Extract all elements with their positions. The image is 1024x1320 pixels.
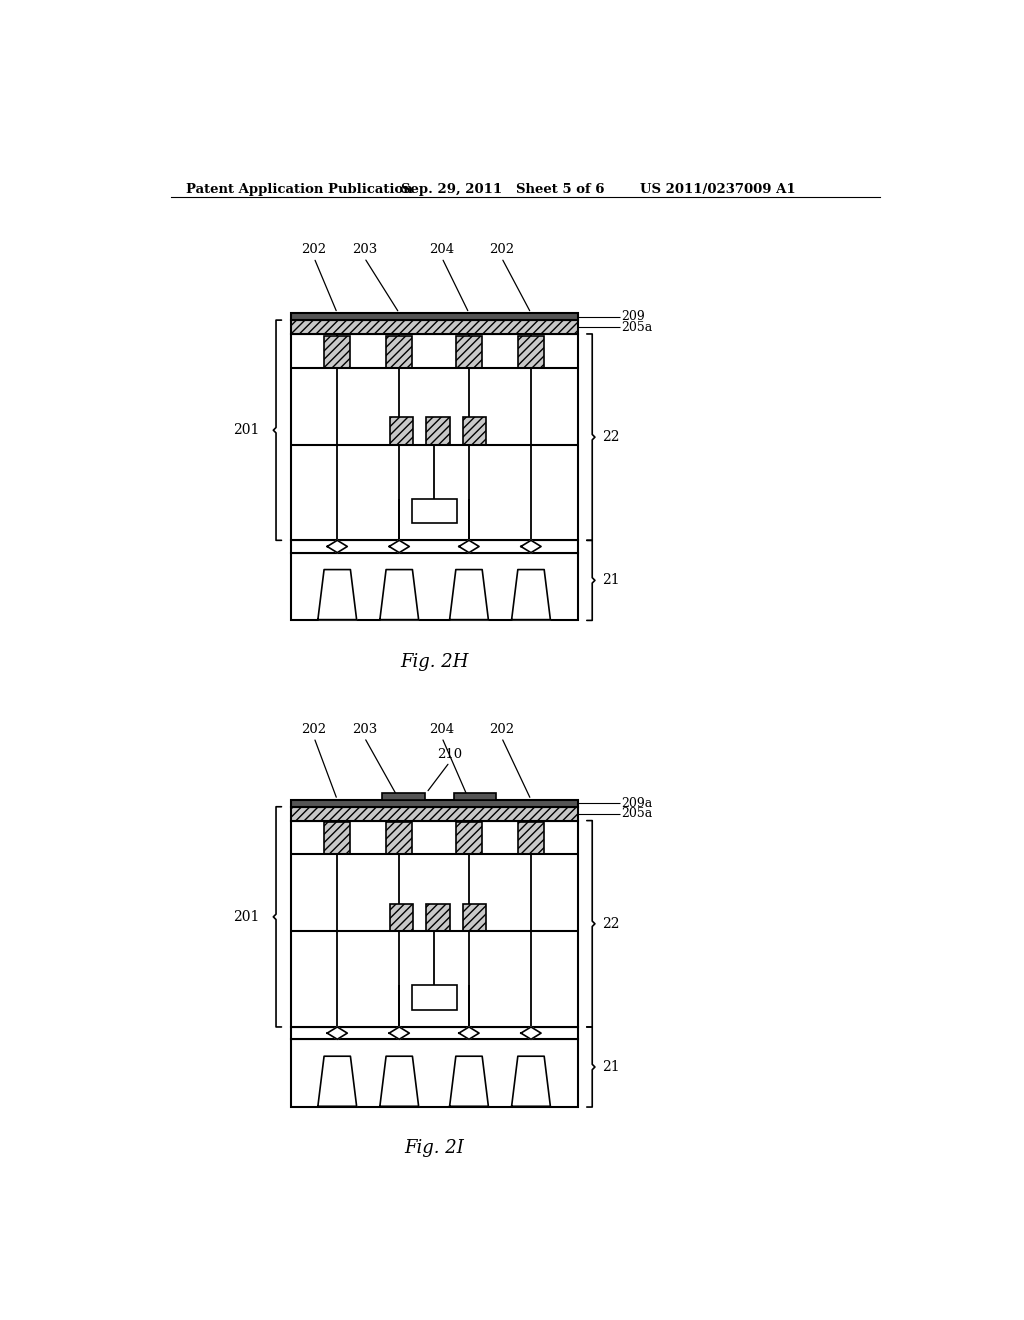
Text: 205a: 205a — [622, 807, 653, 820]
Bar — [324, 335, 350, 368]
Polygon shape — [512, 570, 550, 619]
Bar — [390, 904, 414, 932]
Text: 202: 202 — [301, 243, 327, 256]
Polygon shape — [450, 570, 488, 619]
Text: 203: 203 — [352, 723, 377, 737]
Bar — [463, 417, 486, 445]
Bar — [291, 313, 578, 321]
Text: 210: 210 — [437, 747, 462, 760]
Text: 21: 21 — [602, 573, 620, 587]
Bar — [291, 807, 578, 821]
Text: 202: 202 — [489, 243, 514, 256]
Bar — [291, 553, 578, 620]
Polygon shape — [328, 1027, 347, 1039]
Polygon shape — [459, 1027, 479, 1039]
Bar — [382, 793, 425, 800]
Bar — [518, 822, 544, 854]
Text: 202: 202 — [489, 723, 514, 737]
Bar — [456, 335, 482, 368]
Polygon shape — [380, 1056, 419, 1106]
Text: 201: 201 — [233, 909, 260, 924]
Text: Fig. 2I: Fig. 2I — [404, 1139, 464, 1158]
Bar — [463, 904, 486, 932]
Text: 209: 209 — [622, 310, 645, 323]
Text: 203: 203 — [352, 243, 377, 256]
Text: 21: 21 — [602, 1060, 620, 1074]
Bar — [291, 1027, 578, 1039]
Bar — [426, 904, 450, 932]
Bar — [386, 822, 413, 854]
Bar — [324, 822, 350, 854]
Bar — [291, 321, 578, 334]
Bar — [291, 1039, 578, 1107]
Polygon shape — [317, 1056, 356, 1106]
Polygon shape — [389, 540, 410, 553]
Bar — [291, 540, 578, 553]
Polygon shape — [521, 1027, 541, 1039]
Text: US 2011/0237009 A1: US 2011/0237009 A1 — [640, 183, 795, 197]
Bar — [412, 985, 457, 1010]
Polygon shape — [380, 570, 419, 619]
Polygon shape — [328, 540, 347, 553]
Bar — [390, 417, 414, 445]
Bar — [386, 335, 413, 368]
Bar — [291, 334, 578, 540]
Text: 209a: 209a — [622, 797, 653, 809]
Bar — [291, 821, 578, 1027]
Text: 202: 202 — [301, 723, 327, 737]
Bar — [412, 499, 457, 524]
Bar — [426, 417, 450, 445]
Text: 204: 204 — [429, 243, 455, 256]
Text: Patent Application Publication: Patent Application Publication — [186, 183, 413, 197]
Bar — [456, 822, 482, 854]
Polygon shape — [512, 1056, 550, 1106]
Polygon shape — [389, 1027, 410, 1039]
Text: 22: 22 — [602, 917, 620, 931]
Polygon shape — [317, 570, 356, 619]
Text: 201: 201 — [233, 424, 260, 437]
Polygon shape — [459, 540, 479, 553]
Bar — [518, 335, 544, 368]
Text: 205a: 205a — [622, 321, 653, 334]
Polygon shape — [521, 540, 541, 553]
Bar — [291, 800, 578, 807]
Bar — [454, 793, 496, 800]
Text: 22: 22 — [602, 430, 620, 444]
Polygon shape — [450, 1056, 488, 1106]
Text: Fig. 2H: Fig. 2H — [400, 653, 468, 671]
Text: Sep. 29, 2011   Sheet 5 of 6: Sep. 29, 2011 Sheet 5 of 6 — [400, 183, 604, 197]
Text: 204: 204 — [429, 723, 455, 737]
